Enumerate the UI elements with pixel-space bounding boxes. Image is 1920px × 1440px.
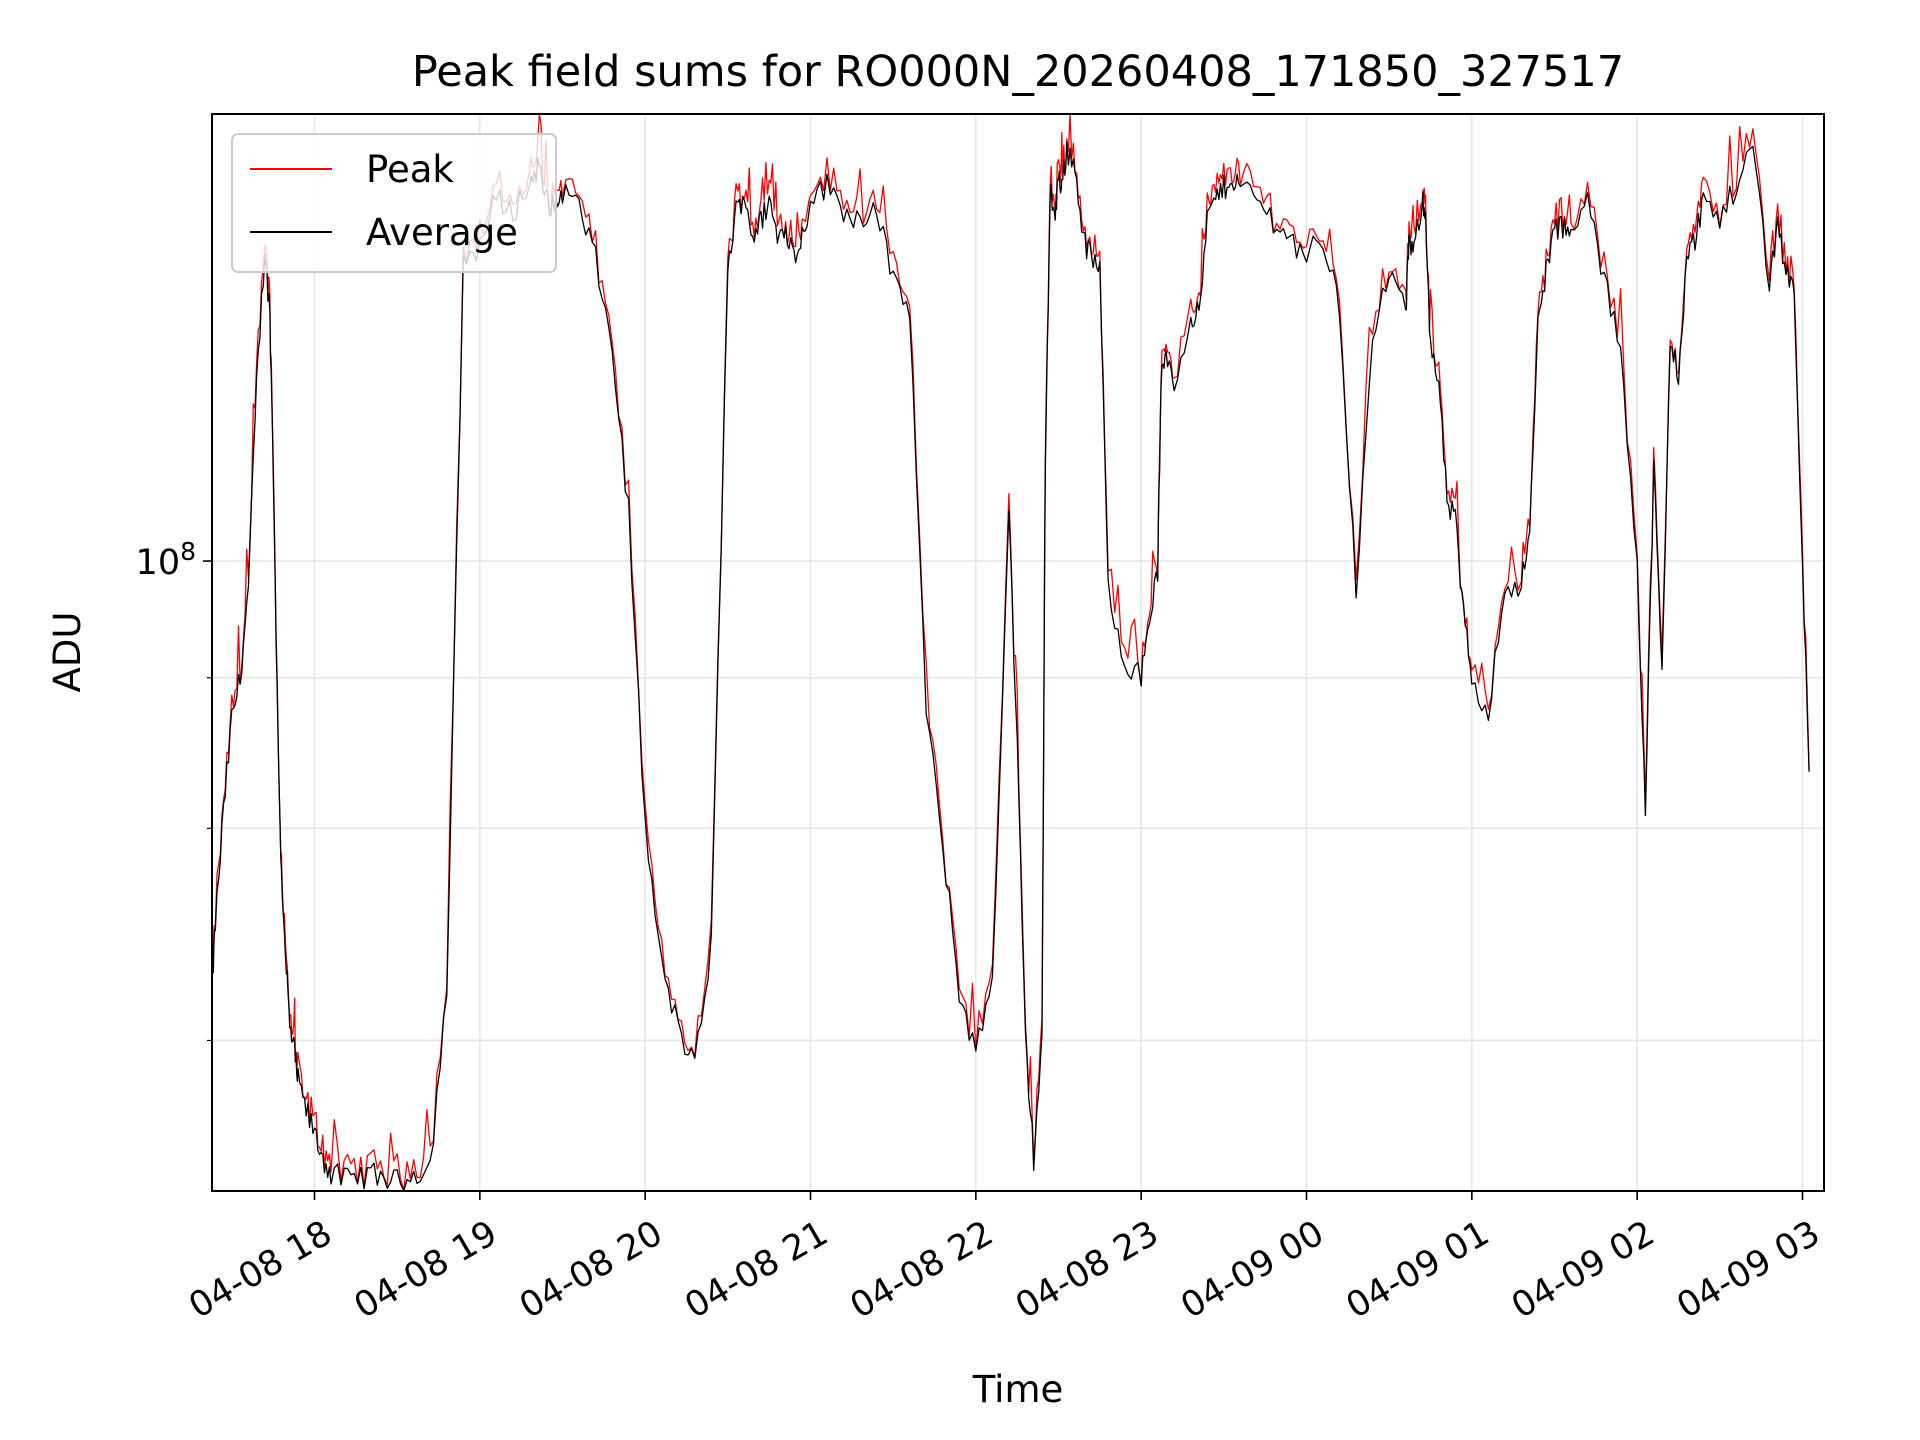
x-axis-label: Time [972, 1368, 1064, 1411]
y-axis-label: ADU [46, 612, 89, 693]
y-axis-ticks: 108 [136, 537, 212, 1042]
legend-average-label: Average [366, 211, 518, 254]
legend: Peak Average [231, 133, 557, 273]
grid [212, 114, 1824, 1191]
series-layer [211, 113, 1810, 1192]
series-line-average [211, 140, 1810, 1192]
plot-frame [211, 113, 1825, 1192]
y-tick-label: 108 [136, 537, 196, 583]
legend-peak-label: Peak [366, 148, 454, 191]
chart-title: Peak field sums for RO000N_20260408_1718… [412, 47, 1624, 97]
